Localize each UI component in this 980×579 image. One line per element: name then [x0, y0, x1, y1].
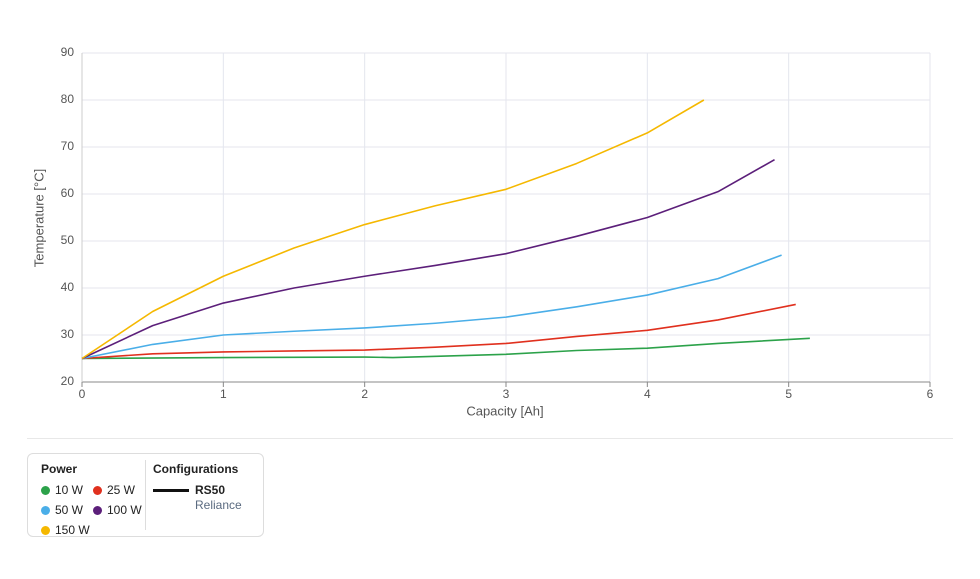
legend-item[interactable]: 100 W — [93, 503, 145, 517]
legend-item[interactable]: 25 W — [93, 483, 145, 497]
y-tick-label: 80 — [61, 92, 75, 106]
configuration-item: RS50 Reliance — [153, 483, 242, 512]
series-line — [81, 99, 705, 360]
legend: Power 10 W 25 W 50 W 100 W 150 W Configurati… — [27, 453, 264, 537]
legend-swatch — [93, 485, 102, 495]
legend-items: 10 W 25 W 50 W 100 W 150 W — [41, 483, 145, 537]
legend-item[interactable]: 150 W — [41, 523, 93, 537]
series-line — [81, 158, 775, 360]
legend-label: 10 W — [55, 483, 84, 497]
y-tick-label: 40 — [61, 280, 75, 294]
power-legend: Power 10 W 25 W 50 W 100 W 150 W — [28, 454, 145, 537]
x-tick-label: 6 — [927, 387, 934, 401]
legend-swatch — [41, 525, 50, 535]
legend-label: 50 W — [55, 503, 84, 517]
legend-separator — [145, 460, 146, 530]
configuration-swatch — [153, 489, 189, 492]
series-line — [81, 337, 810, 360]
series-line — [81, 254, 782, 360]
x-tick-label: 4 — [644, 387, 651, 401]
configurations-title: Configurations — [153, 462, 239, 476]
chart: Capacity [Ah] Temperature [°C] 203040506… — [31, 45, 934, 418]
x-tick-label: 3 — [503, 387, 510, 401]
configuration-name: RS50 — [195, 483, 226, 497]
configuration-text: RS50 Reliance — [195, 483, 242, 512]
legend-item[interactable]: 10 W — [41, 483, 93, 497]
divider — [27, 438, 953, 439]
legend-label: 150 W — [55, 523, 90, 537]
legend-label: 100 W — [107, 503, 142, 517]
x-tick-label: 1 — [220, 387, 227, 401]
y-axis-title: Temperature [°C] — [31, 169, 46, 267]
y-tick-label: 30 — [61, 327, 75, 341]
legend-label: 25 W — [107, 483, 136, 497]
x-axis-title: Capacity [Ah] — [466, 403, 543, 418]
legend-item[interactable]: 50 W — [41, 503, 93, 517]
y-tick-label: 50 — [61, 233, 75, 247]
y-tick-label: 90 — [61, 45, 75, 59]
legend-swatch — [41, 485, 50, 495]
legend-title: Power — [41, 462, 78, 476]
y-tick-label: 20 — [61, 374, 75, 388]
x-tick-label: 0 — [79, 387, 86, 401]
y-tick-label: 70 — [61, 139, 75, 153]
series-line — [81, 303, 796, 360]
y-tick-label: 60 — [61, 186, 75, 200]
configuration-subtitle: Reliance — [195, 498, 242, 512]
x-tick-label: 5 — [785, 387, 792, 401]
x-tick-label: 2 — [361, 387, 368, 401]
legend-swatch — [41, 505, 50, 515]
configurations-legend: Configurations RS50 Reliance — [146, 454, 242, 536]
legend-swatch — [93, 505, 102, 515]
